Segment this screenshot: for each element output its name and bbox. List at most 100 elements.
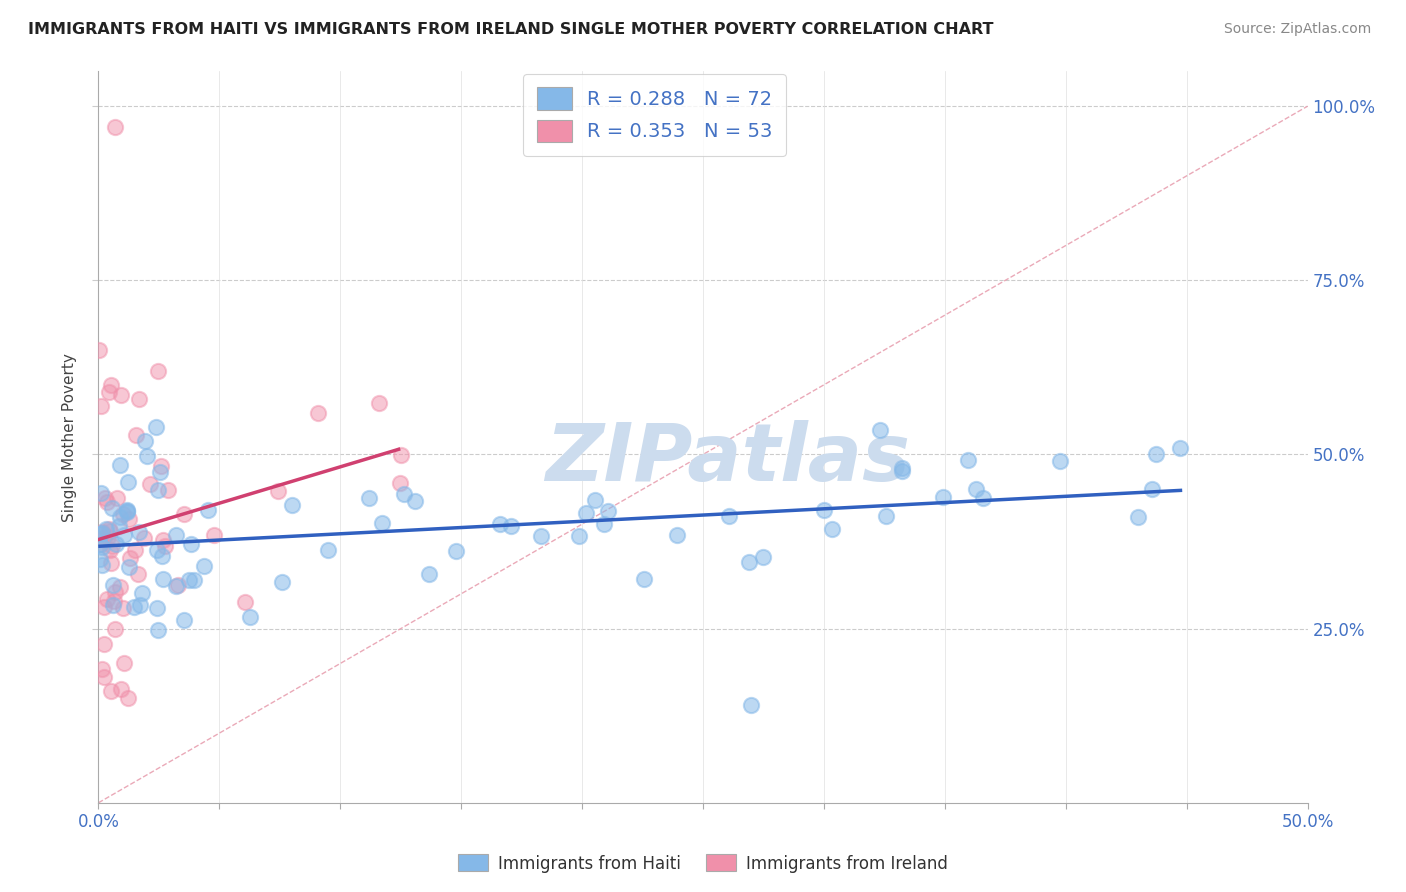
Point [575,507,598,521]
Point [266,483,288,498]
Point [139,476,162,491]
Point [592,517,614,532]
Point [956,453,979,467]
Point [489,516,512,531]
Point [1170,442,1192,456]
Point [813,502,835,516]
Point [751,550,773,565]
Point [89,400,111,414]
Point [197,503,219,517]
Point [633,572,655,586]
Point [108,519,131,533]
Point [105,537,128,551]
Point [146,542,169,557]
Point [1049,454,1071,468]
Point [1144,446,1167,460]
Point [104,120,127,134]
Point [931,490,953,504]
Point [233,595,256,609]
Point [869,423,891,437]
Point [596,503,619,517]
Point [718,508,741,523]
Point [112,600,135,615]
Point [108,580,131,594]
Point [110,682,132,697]
Point [115,504,138,518]
Point [389,476,412,491]
Point [96,495,118,509]
Point [89,537,111,551]
Point [389,448,412,462]
Point [149,459,172,474]
Point [173,507,195,521]
Point [112,528,135,542]
Point [418,567,440,582]
Point [115,505,138,519]
Point [152,572,174,586]
Point [117,502,139,516]
Point [90,486,112,500]
Point [97,384,120,399]
Point [501,519,523,533]
Point [737,555,759,569]
Point [91,524,114,539]
Point [583,493,606,508]
Point [93,599,115,614]
Point [108,458,131,473]
Point [100,539,122,553]
Point [120,551,142,566]
Point [127,567,149,582]
Point [100,556,122,570]
Point [131,586,153,600]
Point [96,523,118,537]
Point [97,530,120,544]
Point [112,657,135,671]
Point [239,610,262,624]
Point [117,691,139,706]
Point [112,507,135,521]
Point [93,531,115,545]
Point [891,460,914,475]
Point [666,528,689,542]
Point [530,529,553,543]
Point [444,543,467,558]
Point [183,573,205,587]
Point [105,491,128,505]
Point [180,537,202,551]
Point [740,698,762,713]
Point [149,465,172,479]
Point [124,543,146,558]
Point [167,578,190,592]
Point [104,622,127,636]
Point [91,662,114,676]
Point [90,558,112,573]
Point [118,512,141,526]
Point [98,542,121,557]
Point [136,449,159,463]
Point [129,598,152,612]
Legend: R = 0.288   N = 72, R = 0.353   N = 53: R = 0.288 N = 72, R = 0.353 N = 53 [523,74,786,155]
Point [110,388,132,402]
Point [89,527,111,541]
Point [101,598,124,612]
Point [281,498,304,512]
Point [145,419,167,434]
Point [108,510,131,524]
Legend: Immigrants from Haiti, Immigrants from Ireland: Immigrants from Haiti, Immigrants from I… [451,847,955,880]
Point [94,491,117,505]
Point [101,578,124,592]
Point [93,670,115,684]
Point [821,522,844,536]
Point [90,525,112,540]
Point [146,364,169,378]
Point [568,529,591,543]
Y-axis label: Single Mother Poverty: Single Mother Poverty [62,352,77,522]
Point [357,491,380,505]
Point [1128,510,1150,524]
Point [177,573,200,587]
Point [128,524,150,539]
Point [371,516,394,530]
Point [100,684,122,698]
Text: ZIPatlas: ZIPatlas [544,420,910,498]
Point [972,491,994,505]
